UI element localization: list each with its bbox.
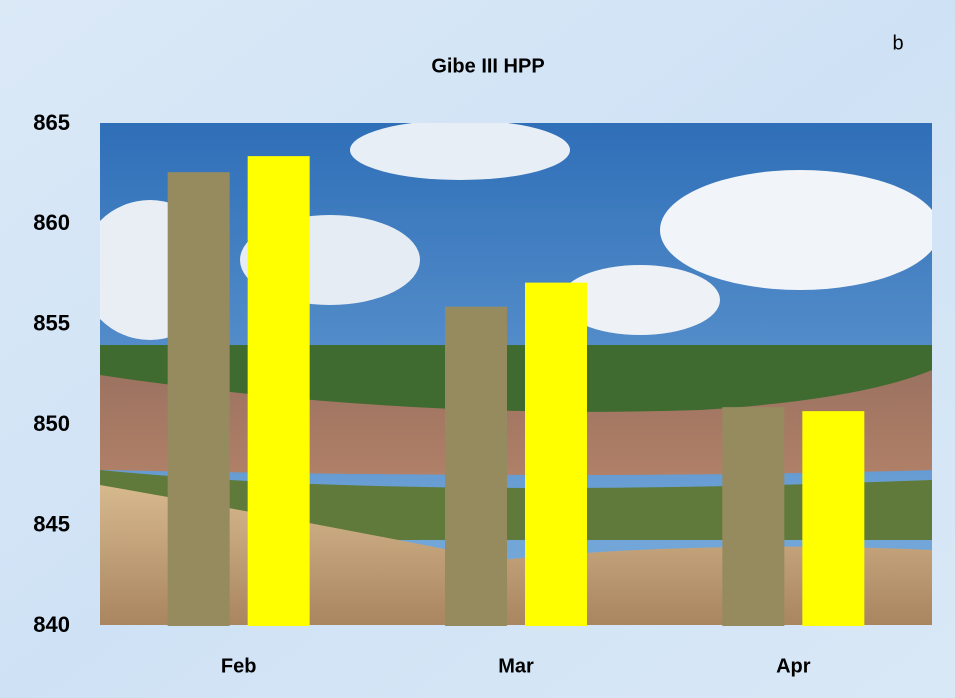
annotation: b xyxy=(892,32,903,54)
bar xyxy=(802,411,864,626)
bar xyxy=(445,307,507,626)
y-tick-label: 855 xyxy=(33,311,70,336)
y-tick-label: 840 xyxy=(33,612,70,637)
y-tick-label: 850 xyxy=(33,411,70,436)
page: {"chart_data": {"type": "bar", "title": … xyxy=(0,0,955,698)
x-tick-label: Mar xyxy=(498,655,534,677)
bar xyxy=(248,156,310,626)
chart: Gibe III HPP b 840 845 850 855 860 865 Feb Mar A… xyxy=(0,0,955,698)
bar xyxy=(525,283,587,626)
chart-title: Gibe III HPP xyxy=(431,55,544,77)
bar xyxy=(168,172,230,626)
x-tick-label: Feb xyxy=(221,655,257,677)
x-tick-label: Apr xyxy=(776,655,811,677)
bar xyxy=(722,407,784,626)
y-tick-label: 845 xyxy=(33,511,70,536)
y-tick-label: 865 xyxy=(33,110,70,135)
y-tick-label: 860 xyxy=(33,210,70,235)
